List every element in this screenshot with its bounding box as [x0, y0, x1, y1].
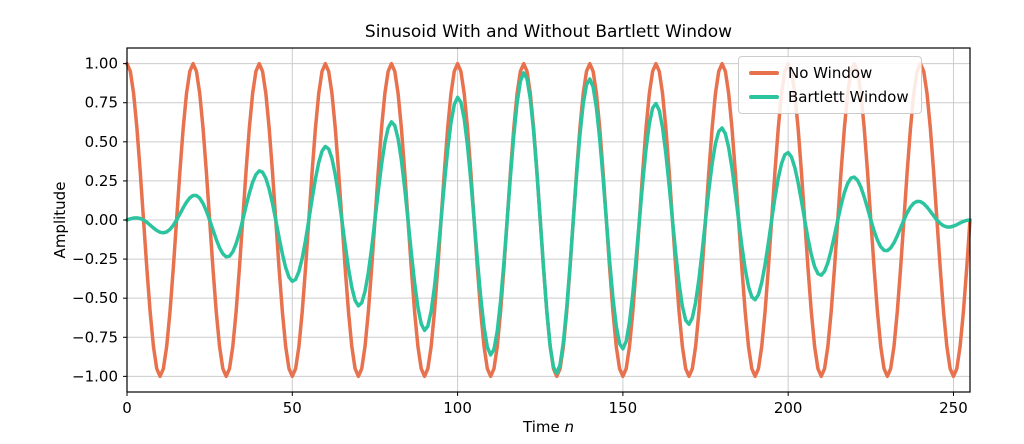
x-tick-label: 250	[939, 399, 968, 417]
legend-label: No Window	[788, 64, 873, 82]
legend-swatch	[749, 71, 779, 75]
x-axis-label-variable: n	[564, 418, 574, 436]
x-tick-label: 0	[122, 399, 132, 417]
y-tick-label: −0.50	[72, 289, 118, 307]
y-axis-label: Amplitude	[51, 181, 69, 259]
x-tick-label: 150	[609, 399, 638, 417]
x-tick-label: 100	[443, 399, 472, 417]
y-tick-label: 0.50	[85, 133, 118, 151]
chart-title: Sinusoid With and Without Bartlett Windo…	[364, 22, 733, 42]
y-tick-label: 0.00	[85, 211, 118, 229]
y-tick-label: −1.00	[72, 367, 118, 385]
legend: No Window Bartlett Window	[738, 56, 922, 114]
series-line-bartlett-window	[125, 71, 972, 376]
y-tick-label: −0.75	[72, 328, 118, 346]
y-tick-label: 1.00	[85, 55, 118, 73]
x-tick-label: 200	[774, 399, 803, 417]
y-tick-label: −0.25	[72, 250, 118, 268]
x-axis-label: Time n	[127, 418, 970, 436]
y-tick-label: 0.75	[85, 94, 118, 112]
x-tick-label: 50	[283, 399, 302, 417]
legend-swatch	[749, 95, 779, 99]
legend-entry: Bartlett Window	[749, 88, 909, 106]
x-axis-label-text: Time	[523, 418, 565, 436]
legend-label: Bartlett Window	[788, 88, 909, 106]
y-tick-label: 0.25	[85, 172, 118, 190]
legend-entry: No Window	[749, 64, 909, 82]
